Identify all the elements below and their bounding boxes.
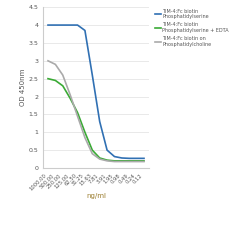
X-axis label: ng/ml: ng/ml — [86, 193, 106, 199]
Y-axis label: OD 450nm: OD 450nm — [20, 69, 26, 106]
Legend: TIM-4:Fc biotin
Phosphatidylserine, TIM-4:Fc biotin
Phosphatidylserine + EDTA, T: TIM-4:Fc biotin Phosphatidylserine, TIM-… — [154, 8, 229, 47]
